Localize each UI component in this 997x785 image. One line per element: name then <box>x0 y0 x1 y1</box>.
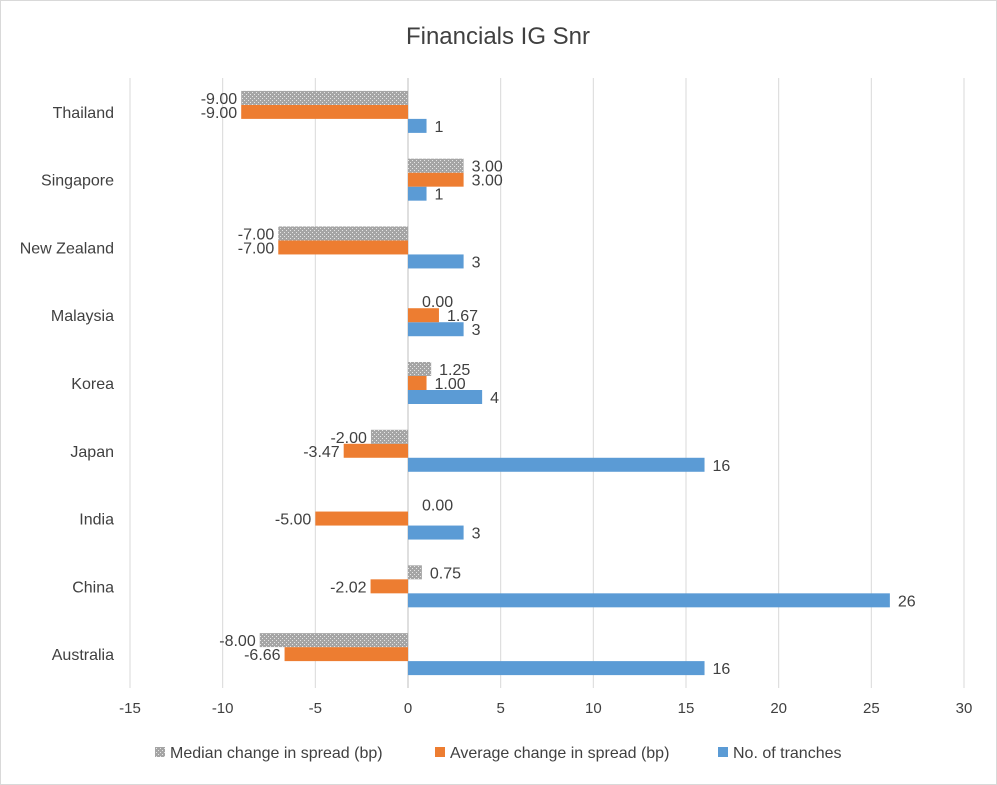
category-label: Australia <box>52 647 114 664</box>
bar <box>408 186 427 201</box>
data-label: 16 <box>713 661 731 678</box>
data-label: -9.00 <box>201 91 238 108</box>
data-label: -7.00 <box>238 240 275 257</box>
legend-swatch <box>435 747 445 757</box>
data-label: 1.67 <box>447 308 478 325</box>
category-label: Korea <box>71 376 114 393</box>
category-label: Singapore <box>41 173 114 190</box>
legend-label: Median change in spread (bp) <box>170 745 383 762</box>
x-tick-label: -5 <box>309 700 322 717</box>
bar <box>370 579 408 594</box>
bar <box>284 647 408 662</box>
x-tick-label: 20 <box>770 700 787 717</box>
bar <box>315 511 408 526</box>
data-label: 3.00 <box>472 159 503 176</box>
bar <box>278 226 408 241</box>
bar <box>408 172 464 187</box>
data-label: -6.66 <box>244 647 281 664</box>
bar <box>408 254 464 269</box>
x-tick-label: -10 <box>212 700 234 717</box>
data-label: 1.00 <box>435 376 466 393</box>
legend-swatch <box>155 747 165 757</box>
data-label: -7.00 <box>238 226 275 243</box>
x-tick-label: 30 <box>956 700 973 717</box>
data-label: 3.00 <box>472 173 503 190</box>
category-label: Thailand <box>53 105 114 122</box>
category-label: New Zealand <box>20 240 114 257</box>
bar <box>370 429 408 444</box>
x-tick-label: 25 <box>863 700 880 717</box>
data-label: 3 <box>472 322 481 339</box>
data-label: 26 <box>898 593 916 610</box>
data-label: -8.00 <box>219 633 256 650</box>
bar <box>408 362 432 376</box>
bar <box>408 322 464 337</box>
bar <box>408 565 422 580</box>
bar <box>408 376 427 390</box>
legend-label: Average change in spread (bp) <box>450 745 669 762</box>
data-label: -5.00 <box>275 512 312 529</box>
bar <box>241 104 408 119</box>
data-label: -2.02 <box>330 579 367 596</box>
bar <box>408 457 705 472</box>
category-label: Malaysia <box>51 308 114 325</box>
data-label: 0.00 <box>422 294 453 311</box>
chart-title: Financials IG Snr <box>406 23 590 50</box>
bar <box>408 158 464 173</box>
data-label: 3 <box>472 254 481 271</box>
x-tick-label: -15 <box>119 700 141 717</box>
category-label: India <box>79 512 114 529</box>
data-label: 0.00 <box>422 498 453 515</box>
bar <box>408 661 705 676</box>
x-tick-label: 10 <box>585 700 602 717</box>
data-label: 16 <box>713 458 731 475</box>
x-tick-label: 15 <box>678 700 695 717</box>
x-tick-label: 0 <box>404 700 412 717</box>
category-label: China <box>72 579 114 596</box>
bar <box>408 118 427 133</box>
bar <box>278 240 408 255</box>
bar <box>408 308 439 323</box>
data-label: -3.47 <box>303 444 340 461</box>
data-label: -9.00 <box>201 105 238 122</box>
data-label: 1.25 <box>439 362 470 379</box>
bar <box>408 593 890 608</box>
data-label: 3 <box>472 526 481 543</box>
data-label: 4 <box>490 390 499 407</box>
data-label: 0.75 <box>430 565 461 582</box>
data-label: 1 <box>435 119 444 136</box>
category-label: Japan <box>70 444 114 461</box>
legend-label: No. of tranches <box>733 745 842 762</box>
bar <box>343 443 408 458</box>
data-label: -2.00 <box>330 430 367 447</box>
bar <box>259 633 408 648</box>
bar <box>408 390 483 404</box>
legend-swatch <box>718 747 728 757</box>
x-tick-label: 5 <box>496 700 504 717</box>
bar <box>408 525 464 540</box>
bar <box>241 90 408 105</box>
data-label: 1 <box>435 187 444 204</box>
